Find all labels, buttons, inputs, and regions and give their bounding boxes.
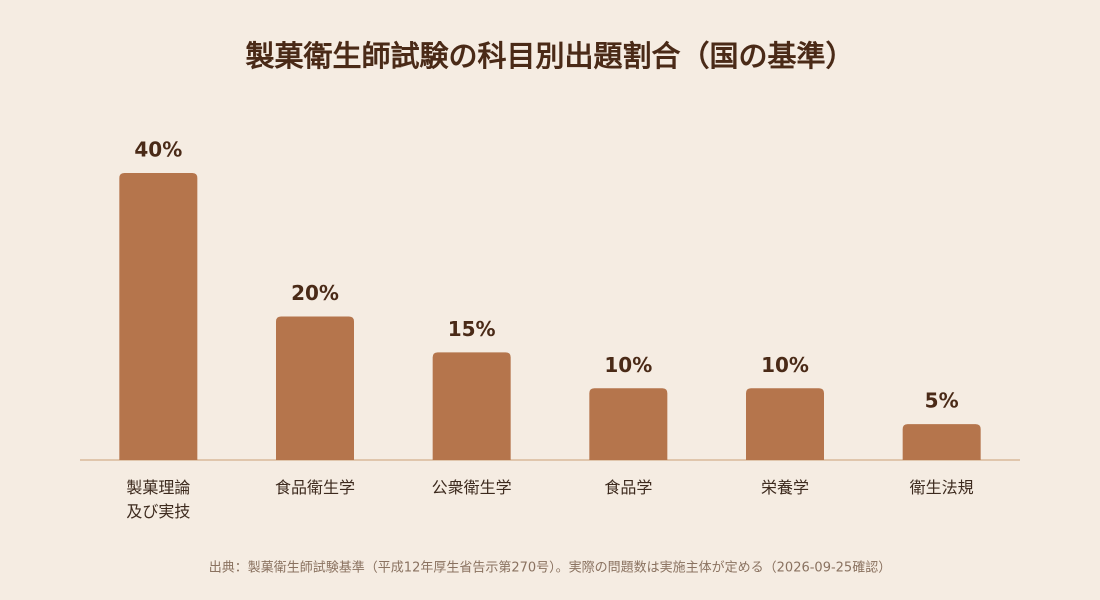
value-label: 20%	[291, 281, 339, 305]
bar	[432, 352, 511, 460]
bar	[276, 316, 354, 460]
x-tick-label: 食品学	[604, 478, 652, 497]
x-tick-label: 栄養学	[761, 478, 809, 497]
x-tick-label-line: 食品学	[604, 478, 652, 497]
bar	[746, 388, 824, 460]
x-tick-label: 製菓理論及び実技	[126, 478, 190, 521]
value-label: 40%	[134, 138, 182, 162]
source-note: 出典：製菓衛生師試験基準（平成12年厚生省告示第270号）。実際の問題数は実施主…	[209, 560, 891, 576]
value-label: 15%	[448, 317, 496, 341]
x-tick-label-line: 栄養学	[761, 478, 809, 497]
x-tick-label: 衛生法規	[910, 478, 974, 497]
chart-title: 製菓衛生師試験の科目別出題割合（国の基準）	[245, 39, 854, 73]
bar	[589, 388, 668, 460]
x-tick-label-line: 衛生法規	[910, 478, 974, 497]
bar	[119, 173, 198, 460]
bar	[902, 424, 981, 460]
x-tick-label: 食品衛生学	[275, 478, 355, 497]
x-tick-label-line: 公衆衛生学	[432, 478, 512, 497]
x-tick-label: 公衆衛生学	[432, 478, 512, 497]
x-tick-label-line: 及び実技	[126, 502, 190, 521]
value-label: 10%	[604, 353, 652, 377]
x-tick-label-line: 食品衛生学	[275, 478, 355, 497]
x-tick-label-line: 製菓理論	[126, 478, 190, 497]
value-label: 5%	[925, 389, 959, 413]
value-label: 10%	[761, 353, 809, 377]
